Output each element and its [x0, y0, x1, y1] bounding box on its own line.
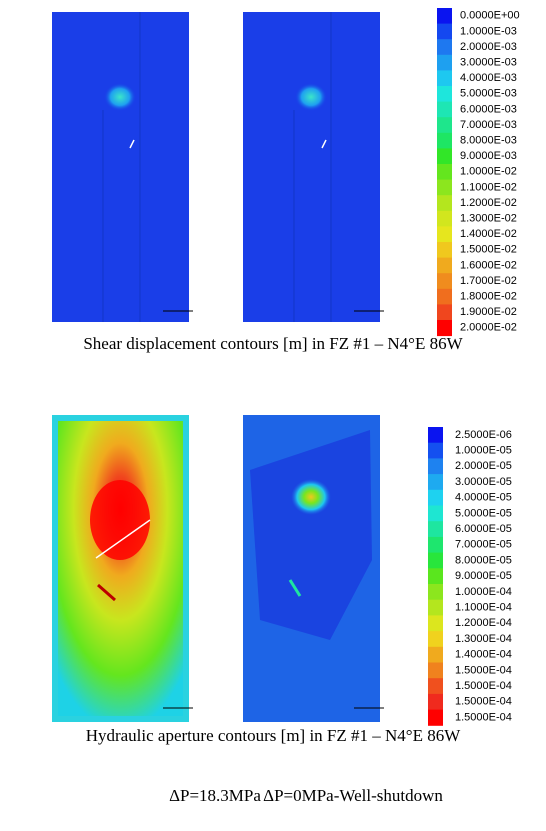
- colorbar-swatch: [437, 148, 452, 165]
- legend-label: 1.4000E-04: [455, 649, 512, 661]
- legend-label: 1.8000E-02: [460, 291, 517, 303]
- caption: Shear displacement contours [m] in FZ #1…: [83, 334, 463, 353]
- aperture-image-right: [243, 415, 384, 722]
- colorbar-swatch: [428, 693, 443, 711]
- colorbar-swatch: [437, 86, 452, 103]
- legend-label: 3.0000E-03: [460, 57, 517, 69]
- colorbar-swatch: [428, 615, 443, 632]
- colorbar-swatch: [428, 646, 443, 663]
- legend-label: 8.0000E-05: [455, 554, 512, 566]
- legend-label: 1.9000E-02: [460, 306, 517, 318]
- legend-label: 1.7000E-02: [460, 275, 517, 287]
- legend-label: 7.0000E-03: [460, 119, 517, 131]
- colorbar-swatch: [437, 320, 452, 337]
- colorbar-swatch: [437, 101, 452, 118]
- colorbar-swatch: [437, 304, 452, 321]
- colorbar-swatch: [437, 273, 452, 290]
- aperture-image-left: [52, 415, 193, 722]
- legend-label: 4.0000E-05: [455, 492, 512, 504]
- legend-label: 3.0000E-05: [455, 476, 512, 488]
- legend-label: 1.0000E-03: [460, 25, 517, 37]
- shear-image-right: [243, 12, 384, 322]
- colorbar-swatch: [428, 505, 443, 522]
- legend-label: 1.5000E-04: [455, 696, 512, 708]
- colorbar-swatch: [437, 8, 452, 25]
- legend-label: 2.0000E-03: [460, 41, 517, 53]
- caption: Hydraulic aperture contours [m] in FZ #1…: [86, 726, 462, 745]
- legend-label: 1.0000E-05: [455, 444, 512, 456]
- legend-label: 1.6000E-02: [460, 259, 517, 271]
- colorbar-swatch: [437, 39, 452, 56]
- colorbar-swatch: [428, 552, 443, 569]
- colorbar-swatch: [428, 442, 443, 459]
- legend-label: 1.1000E-02: [460, 181, 517, 193]
- legend-label: 5.0000E-05: [455, 507, 512, 519]
- legend-label: 4.0000E-03: [460, 72, 517, 84]
- shear-image-left: [52, 12, 193, 322]
- legend-label: 1.3000E-04: [455, 633, 512, 645]
- condition-label: ΔP=0MPa-Well-shutdown: [263, 786, 443, 805]
- colorbar-swatch: [428, 458, 443, 475]
- colorbar-swatch: [428, 599, 443, 616]
- legend-label: 2.5000E-06: [455, 429, 512, 441]
- colorbar-swatch: [437, 195, 452, 212]
- colorbar-swatch: [428, 662, 443, 679]
- colorbar-swatch: [437, 288, 452, 305]
- colorbar-swatch: [437, 226, 452, 243]
- colorbar-swatch: [428, 631, 443, 648]
- legend-label: 1.0000E-04: [455, 586, 512, 598]
- colorbar-swatch: [437, 210, 452, 227]
- legend-label: 8.0000E-03: [460, 135, 517, 147]
- colorbar-swatch: [437, 132, 452, 149]
- legend-label: 2.0000E-05: [455, 460, 512, 472]
- legend-label: 9.0000E-05: [455, 570, 512, 582]
- legend-label: 7.0000E-05: [455, 539, 512, 551]
- legend-label: 1.5000E-04: [455, 664, 512, 676]
- colorbar-swatch: [437, 242, 452, 259]
- colorbar-swatch: [437, 23, 452, 40]
- legend-label: 6.0000E-05: [455, 523, 512, 535]
- legend-label: 6.0000E-03: [460, 103, 517, 115]
- legend-label: 1.5000E-04: [455, 711, 512, 723]
- legend-label: 1.0000E-02: [460, 166, 517, 178]
- colorbar-swatch: [428, 568, 443, 585]
- legend-label: 9.0000E-03: [460, 150, 517, 162]
- legend-label: 5.0000E-03: [460, 88, 517, 100]
- legend-label: 0.0000E+00: [460, 10, 520, 22]
- legend-label: 1.2000E-04: [455, 617, 512, 629]
- colorbar-swatch: [428, 536, 443, 554]
- colorbar-swatch: [437, 164, 452, 181]
- legend-label: 1.1000E-04: [455, 601, 512, 613]
- colorbar-swatch: [437, 117, 452, 134]
- colorbar-swatch: [428, 709, 443, 726]
- colorbar-swatch: [428, 678, 443, 695]
- colorbar-swatch: [437, 257, 452, 274]
- colorbar-swatch: [428, 584, 443, 601]
- colorbar-swatch: [437, 179, 452, 196]
- colorbar-swatch: [437, 54, 452, 71]
- legend-label: 2.0000E-02: [460, 322, 517, 334]
- colorbar-swatch: [428, 474, 443, 491]
- colorbar-swatch: [428, 489, 443, 506]
- legend-label: 1.3000E-02: [460, 213, 517, 225]
- colorbar-swatch: [428, 521, 443, 538]
- legend-label: 1.5000E-04: [455, 680, 512, 692]
- legend-label: 1.4000E-02: [460, 228, 517, 240]
- condition-label: ΔP=18.3MPa: [169, 786, 261, 805]
- colorbar-swatch: [428, 427, 443, 444]
- colorbar-swatch: [437, 70, 452, 87]
- legend-label: 1.2000E-02: [460, 197, 517, 209]
- legend-label: 1.5000E-02: [460, 244, 517, 256]
